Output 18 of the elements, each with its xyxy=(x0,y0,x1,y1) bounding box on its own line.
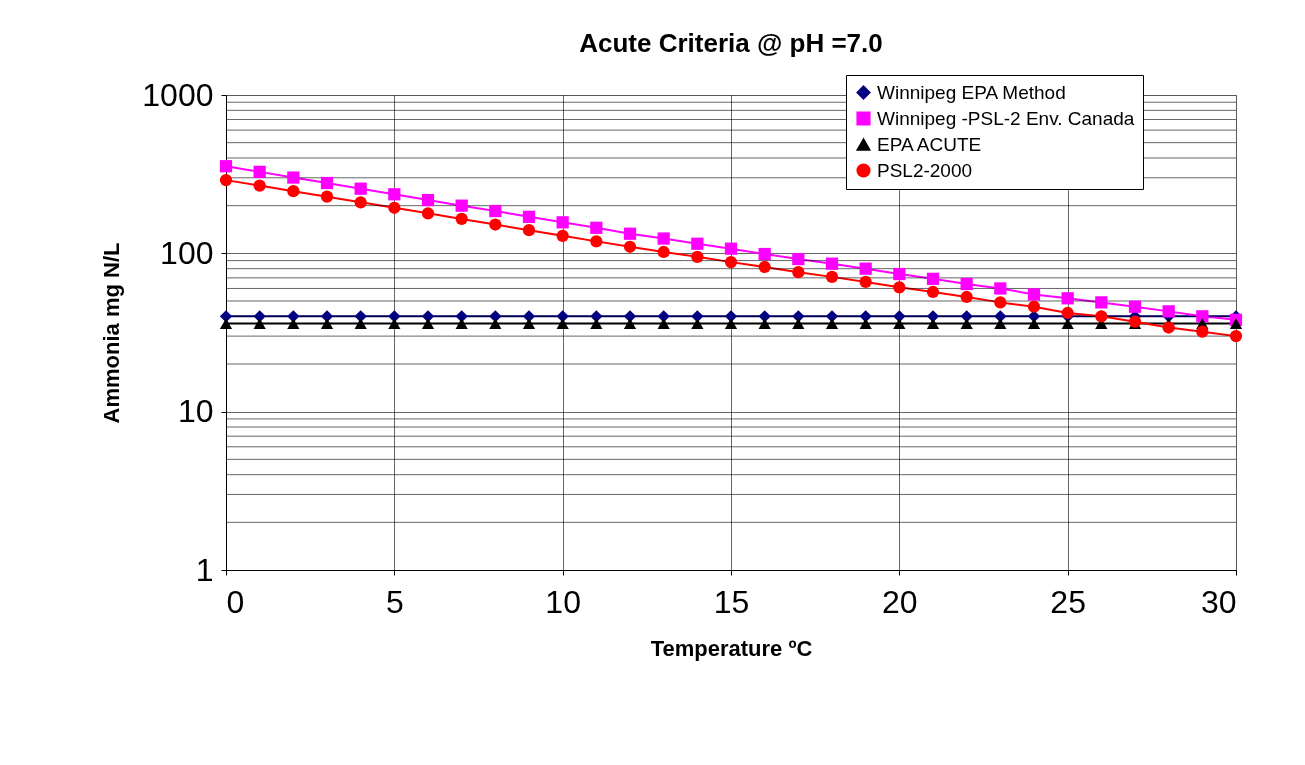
x-tick-label: 25 xyxy=(1050,583,1086,620)
x-tick-label: 20 xyxy=(882,583,918,620)
x-tick-label: 0 xyxy=(226,583,245,620)
x-tick-label: 5 xyxy=(385,583,404,620)
legend-label: PSL2-2000 xyxy=(877,159,973,181)
legend-label: Winnipeg -PSL-2 Env. Canada xyxy=(877,107,1135,129)
y-tick-label: 10 xyxy=(177,393,214,430)
x-axis-title: Temperature ºC xyxy=(650,635,813,661)
legend-label: EPA ACUTE xyxy=(877,133,982,155)
legend-label: Winnipeg EPA Method xyxy=(877,81,1066,103)
x-tick-label: 30 xyxy=(1200,583,1237,620)
y-tick-label: 100 xyxy=(160,234,214,271)
x-tick-label: 10 xyxy=(545,583,581,620)
y-axis-title: Ammonia mg N/L xyxy=(99,242,125,424)
y-tick-label: 1000 xyxy=(142,76,214,113)
y-tick-label: 1 xyxy=(195,551,214,588)
x-tick-label: 15 xyxy=(713,583,750,620)
chart-title: Acute Criteria @ pH =7.0 xyxy=(579,27,883,58)
